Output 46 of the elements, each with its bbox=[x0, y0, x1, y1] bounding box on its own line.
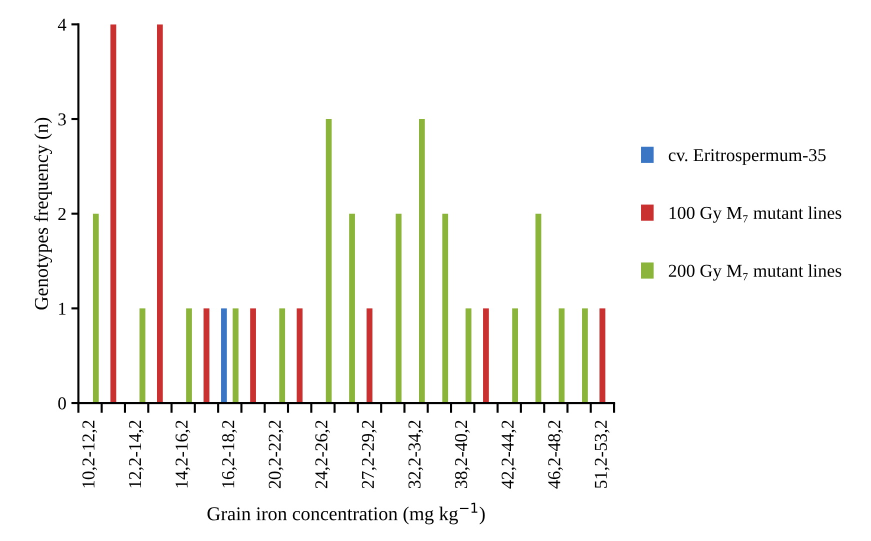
bar bbox=[221, 308, 227, 404]
bar bbox=[140, 308, 146, 404]
bar bbox=[349, 214, 355, 404]
legend-label: cv. Eritrospermum-35 bbox=[668, 149, 826, 165]
bar bbox=[296, 308, 303, 404]
bar bbox=[512, 308, 518, 404]
x-tick-label: 38,2-40,2 bbox=[455, 420, 470, 488]
y-tick-label: 1 bbox=[59, 302, 66, 315]
x-tick-label: 42,2-44,2 bbox=[502, 420, 516, 489]
bar bbox=[483, 308, 489, 404]
bar bbox=[279, 308, 286, 404]
y-tick-label: 4 bbox=[58, 18, 66, 31]
x-tick-label: 14,2-16,2 bbox=[176, 420, 190, 488]
bar bbox=[326, 119, 332, 404]
legend-label: 200 Gy M₇ mutant lines bbox=[668, 264, 842, 281]
bar bbox=[442, 214, 448, 404]
x-tick-label: 27,2-29,2 bbox=[362, 420, 377, 488]
bar bbox=[466, 308, 472, 404]
y-tick-label: 2 bbox=[58, 208, 66, 220]
bar bbox=[186, 308, 192, 404]
legend-label: 100 Gy M₇ mutant lines bbox=[670, 206, 842, 223]
x-tick-label: 46,2-48,2 bbox=[548, 420, 563, 489]
bar bbox=[600, 308, 606, 404]
x-tick-label: 12,2-14,2 bbox=[129, 420, 144, 488]
x-tick-label: 20,2-22,2 bbox=[268, 420, 284, 488]
x-axis-title: Grain iron concentration (mg kg$^{−1}$) bbox=[208, 502, 485, 524]
bar bbox=[396, 214, 402, 404]
bar bbox=[419, 119, 425, 404]
y-axis-title: Genotypes frequency (n) bbox=[34, 118, 52, 310]
y-tick-label: 3 bbox=[58, 113, 66, 126]
bar bbox=[232, 308, 239, 404]
bar bbox=[92, 214, 99, 404]
bar bbox=[110, 24, 116, 404]
bar bbox=[156, 24, 163, 404]
x-tick-label: 32,2-34,2 bbox=[408, 420, 424, 488]
x-tick-label: 16,2-18,2 bbox=[222, 420, 237, 488]
bar bbox=[582, 308, 588, 404]
bar bbox=[204, 308, 210, 404]
bar bbox=[250, 308, 256, 404]
x-tick-label: 24,2-26,2 bbox=[315, 420, 330, 488]
bar bbox=[366, 308, 372, 404]
x-tick-label: 51,2-53,2 bbox=[594, 420, 610, 488]
bar bbox=[535, 214, 542, 404]
bar bbox=[558, 308, 565, 404]
x-tick-label: 10,2-12,2 bbox=[82, 420, 98, 488]
y-tick-label: 0 bbox=[58, 397, 66, 410]
